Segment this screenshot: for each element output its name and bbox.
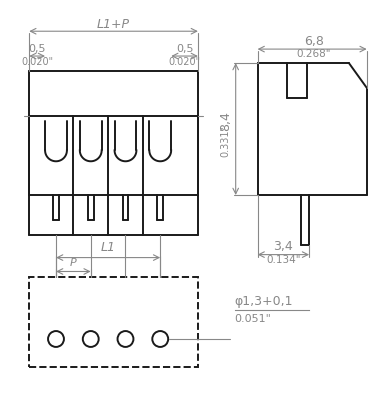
Text: 6,8: 6,8: [304, 35, 324, 48]
Text: 0.134": 0.134": [266, 254, 301, 264]
Bar: [29, 278, 198, 367]
Text: 0.268": 0.268": [297, 49, 331, 59]
Text: 0.051": 0.051": [235, 314, 272, 324]
Text: L1: L1: [101, 241, 116, 254]
Text: 0,5: 0,5: [176, 44, 193, 54]
Text: 0.020": 0.020": [169, 57, 201, 67]
Text: P: P: [70, 258, 77, 268]
Text: L1+P: L1+P: [97, 18, 130, 31]
Text: 0,5: 0,5: [29, 44, 46, 54]
Text: 0.020": 0.020": [21, 57, 53, 67]
Text: φ1,3+0,1: φ1,3+0,1: [235, 295, 293, 308]
Text: 3,4: 3,4: [273, 240, 293, 253]
Text: 0.331": 0.331": [221, 125, 231, 157]
Text: 8,4: 8,4: [219, 111, 232, 131]
